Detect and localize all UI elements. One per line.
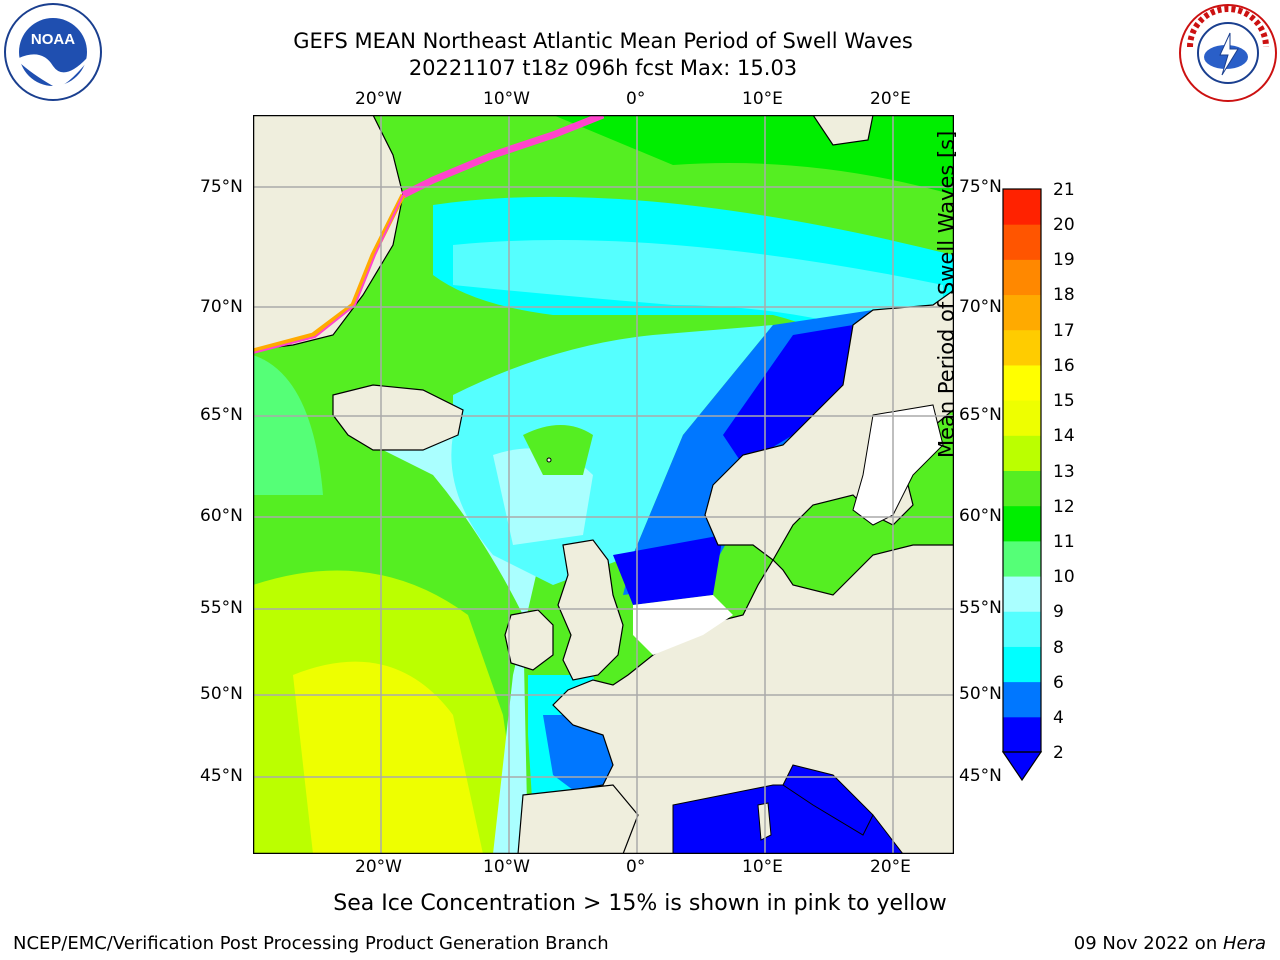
colorbar-tick: 13	[1053, 462, 1075, 482]
lon-label-top: 0°	[626, 89, 646, 109]
colorbar-band	[1003, 540, 1041, 577]
colorbar-tick: 17	[1053, 321, 1075, 341]
lat-label-right: 70°N	[959, 297, 1002, 317]
lon-label-top: 10°E	[742, 89, 783, 109]
north-sea-nodata	[633, 595, 733, 655]
sea-ice-note: Sea Ice Concentration > 15% is shown in …	[333, 891, 947, 916]
lat-label-left: 50°N	[200, 684, 243, 704]
colorbar-band	[1003, 329, 1041, 366]
colorbar-tick: 21	[1053, 180, 1075, 200]
svg-text:NOAA: NOAA	[31, 31, 75, 48]
colorbar-tick: 18	[1053, 285, 1075, 305]
colorbar-tick: 4	[1053, 708, 1064, 728]
lat-label-right: 45°N	[959, 766, 1002, 786]
colorbar-tick: 9	[1053, 602, 1064, 622]
lat-label-right: 60°N	[959, 506, 1002, 526]
lon-label-top: 10°W	[483, 89, 530, 109]
swell-zone-shortest	[723, 325, 853, 465]
colorbar-band	[1003, 611, 1041, 647]
colorbar-band	[1003, 364, 1041, 401]
iberia-land	[517, 784, 639, 854]
graticule	[253, 115, 954, 854]
footer-date-text: 09 Nov 2022 on	[1073, 933, 1223, 954]
lon-label-bottom: 20°E	[870, 857, 911, 877]
sea-ice-edge	[253, 193, 406, 354]
swell-zone-biscay	[543, 715, 623, 805]
lat-label-left: 65°N	[200, 405, 243, 425]
colorbar-tick: 2	[1053, 743, 1064, 763]
colorbar-band	[1003, 646, 1041, 683]
swell-zone-north	[453, 240, 943, 355]
sea-ice-edge	[401, 115, 605, 199]
colorbar-band	[1003, 189, 1041, 225]
footer-date: 09 Nov 2022 on Hera	[1074, 933, 1266, 954]
colorbar-band	[1003, 224, 1041, 260]
colorbar-tick: 20	[1053, 215, 1075, 235]
lat-label-right: 50°N	[959, 684, 1002, 704]
lat-label-left: 60°N	[200, 506, 243, 526]
colorbar-tick: 12	[1053, 497, 1075, 517]
colorbar-band	[1003, 470, 1041, 507]
lon-label-bottom: 20°W	[355, 857, 402, 877]
lat-label-left: 55°N	[200, 598, 243, 618]
lon-label-bottom: 10°E	[742, 857, 783, 877]
colorbar-band	[1003, 435, 1041, 471]
swell-zone-west	[253, 355, 323, 495]
colorbar-tick: 10	[1053, 567, 1075, 587]
colorbar-band	[1003, 259, 1041, 296]
swell-period-map	[253, 115, 954, 854]
swell-zone-shortest	[613, 535, 723, 605]
ireland-land	[504, 609, 554, 671]
footer-host: Hera	[1222, 933, 1266, 954]
great-britain-land	[557, 539, 624, 681]
chart-subtitle: 20221107 t18z 096h fcst Max: 15.03	[408, 56, 798, 80]
lat-label-left: 75°N	[200, 177, 243, 197]
adriatic-sea	[782, 764, 874, 836]
colorbar-extend-arrow	[1001, 751, 1043, 782]
lon-label-bottom: 10°W	[483, 857, 530, 877]
colorbar-band	[1003, 576, 1041, 612]
swell-zone-patch	[523, 425, 593, 475]
colorbar-tick: 14	[1053, 426, 1075, 446]
colorbar-frame	[1002, 188, 1042, 753]
map-frame	[253, 115, 954, 854]
chart-title: GEFS MEAN Northeast Atlantic Mean Period…	[293, 29, 913, 53]
lat-label-right: 55°N	[959, 598, 1002, 618]
colorbar-label: Mean Period of Swell Waves [s]	[934, 130, 959, 458]
faroe-islands	[546, 457, 552, 463]
colorbar-tick: 11	[1053, 532, 1075, 552]
colorbar-tick: 15	[1053, 391, 1075, 411]
swell-zone-long	[293, 661, 483, 854]
lon-label-top: 20°W	[355, 89, 402, 109]
colorbar-band	[1003, 400, 1041, 436]
iceland-land	[332, 384, 464, 451]
colorbar-tick: 19	[1053, 250, 1075, 270]
svalbard-land	[812, 115, 874, 146]
colorbar-tick: 8	[1053, 638, 1064, 658]
sea-ice-edge	[253, 194, 404, 354]
colorbar-band	[1003, 681, 1041, 718]
lat-label-right: 75°N	[959, 177, 1002, 197]
lon-label-top: 20°E	[870, 89, 911, 109]
nws-logo	[1176, 3, 1280, 107]
lat-label-left: 70°N	[200, 297, 243, 317]
colorbar	[1001, 188, 1043, 782]
noaa-logo: NOAA	[2, 2, 104, 106]
colorbar-tick: 16	[1053, 356, 1075, 376]
lat-label-left: 45°N	[200, 766, 243, 786]
colorbar-tick: 6	[1053, 673, 1064, 693]
colorbar-band	[1003, 505, 1041, 542]
lon-label-bottom: 0°	[626, 857, 646, 877]
footer-credit: NCEP/EMC/Verification Post Processing Pr…	[13, 933, 609, 954]
colorbar-band	[1003, 294, 1041, 331]
colorbar-band	[1003, 716, 1041, 753]
lat-label-right: 65°N	[959, 405, 1002, 425]
